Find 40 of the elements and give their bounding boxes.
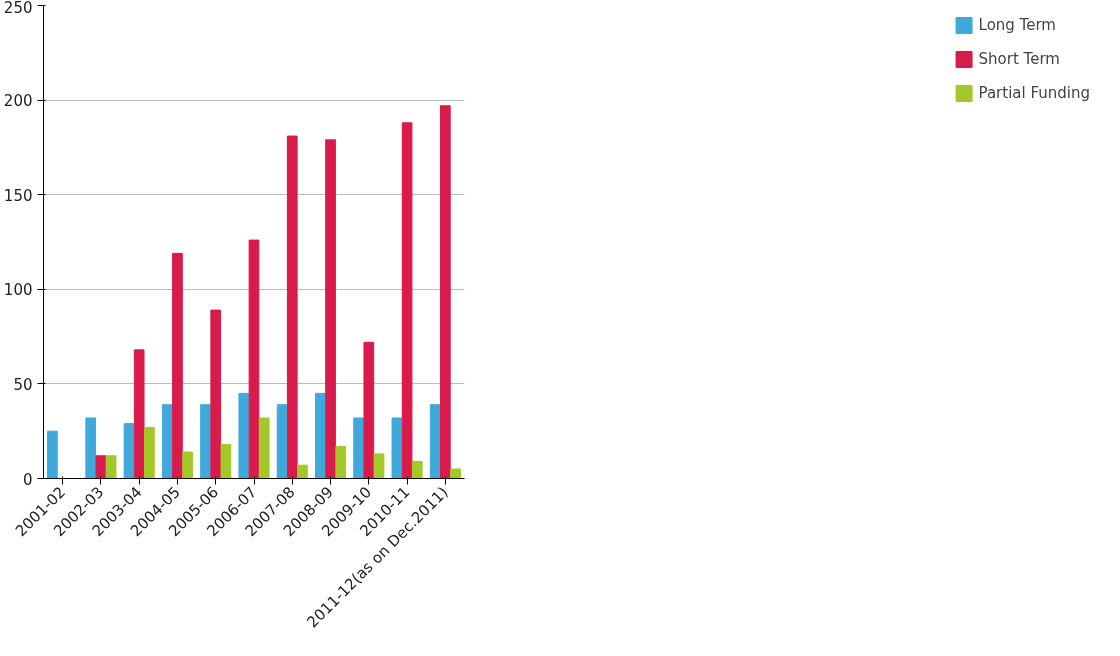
y-tick-label: 100 — [3, 281, 33, 300]
bar — [123, 423, 135, 479]
bar — [248, 239, 260, 479]
bar — [258, 417, 270, 479]
bar — [210, 309, 222, 479]
bar — [286, 135, 298, 479]
bar — [429, 404, 441, 479]
bar — [373, 453, 385, 479]
bar — [161, 404, 173, 479]
bar — [172, 252, 183, 479]
bar — [391, 417, 403, 479]
bar — [133, 349, 145, 479]
bar — [95, 455, 107, 479]
legend-label: Short Term — [978, 50, 1060, 68]
bar — [238, 392, 250, 479]
bar — [220, 443, 232, 479]
bar — [144, 426, 155, 479]
bar — [47, 430, 58, 479]
legend-label: Long Term — [978, 16, 1056, 34]
bar — [314, 392, 326, 479]
bar — [105, 455, 117, 479]
bar — [276, 404, 288, 479]
bar — [353, 417, 364, 479]
bar — [182, 451, 194, 479]
bar — [363, 341, 375, 479]
bar — [401, 122, 413, 479]
bar — [335, 445, 347, 479]
y-tick-label: 0 — [22, 470, 33, 489]
bar — [85, 417, 97, 479]
bar — [297, 464, 308, 479]
bar — [200, 404, 211, 479]
y-tick-label: 200 — [3, 92, 33, 111]
y-tick-label: 150 — [3, 186, 33, 205]
y-tick-label: 50 — [13, 375, 33, 394]
bar — [440, 105, 451, 479]
bar — [411, 460, 423, 479]
bar — [450, 468, 461, 479]
legend-label: Partial Funding — [978, 84, 1090, 102]
bar — [325, 139, 336, 479]
y-tick-label: 250 — [3, 0, 33, 17]
